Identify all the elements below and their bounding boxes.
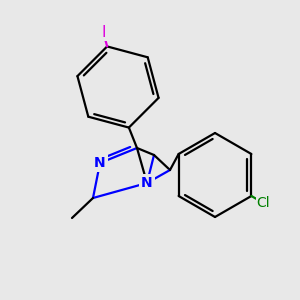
Text: N: N — [141, 176, 153, 190]
Text: I: I — [101, 26, 106, 40]
Text: Cl: Cl — [257, 196, 270, 210]
Text: N: N — [94, 156, 106, 170]
